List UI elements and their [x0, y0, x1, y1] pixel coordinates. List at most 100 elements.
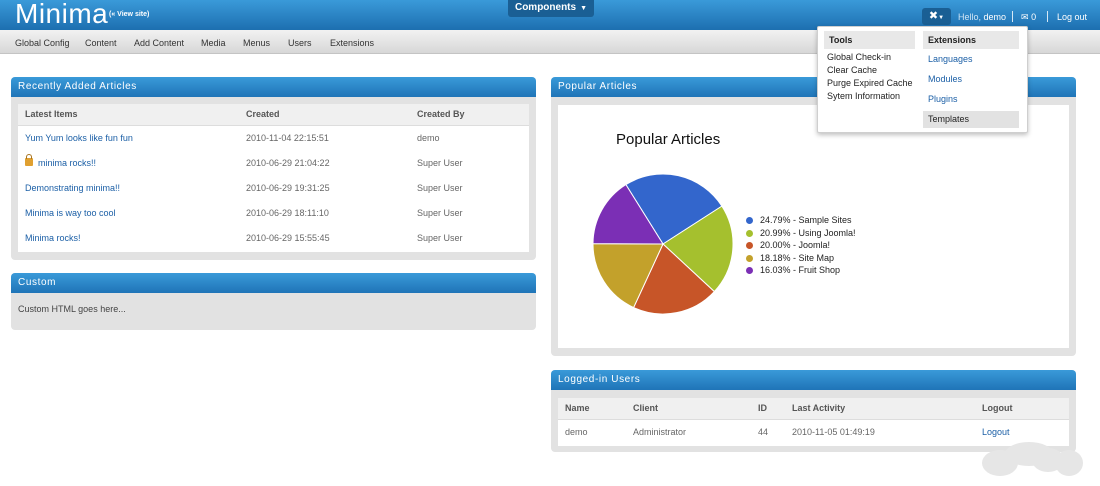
- user-id: 44: [758, 426, 769, 437]
- created-by: Super User: [417, 182, 463, 193]
- table-row: Minima is way too cool 2010-06-29 18:11:…: [18, 200, 529, 225]
- extensions-heading: Extensions: [923, 31, 1019, 49]
- caret-down-icon: ▼: [938, 15, 945, 21]
- top-header: Minima (« View site) Components ▼ ✖▼ Hell…: [0, 0, 1100, 30]
- table-header-row: Name Client ID Last Activity Logout: [558, 398, 1069, 420]
- legend-label: 16.03% - Fruit Shop: [760, 265, 841, 275]
- menu-users[interactable]: Users: [288, 38, 312, 48]
- menu-content[interactable]: Content: [85, 38, 117, 48]
- menu-item-templates[interactable]: Templates: [923, 111, 1019, 128]
- created-date: 2010-06-29 15:55:45: [246, 232, 330, 243]
- legend-label: 18.18% - Site Map: [760, 252, 835, 263]
- chart-title: Popular Articles: [616, 131, 721, 148]
- logo[interactable]: Minima: [15, 0, 109, 29]
- greeting-prefix: Hello,: [958, 12, 982, 22]
- tools-heading: Tools: [824, 31, 915, 49]
- menu-add-content[interactable]: Add Content: [134, 38, 185, 48]
- recent-articles-panel: Recently Added Articles Latest Items Cre…: [11, 77, 536, 260]
- logged-in-users-panel: Logged-in Users Name Client ID Last Acti…: [551, 370, 1076, 452]
- column-header: ID: [751, 398, 785, 420]
- created-by: Super User: [417, 232, 463, 243]
- username[interactable]: demo: [983, 12, 1007, 22]
- legend-label: 20.00% - Joomla!: [760, 240, 831, 250]
- table-row: Minima rocks! 2010-06-29 15:55:45 Super …: [18, 225, 529, 250]
- menu-extensions[interactable]: Extensions: [330, 38, 375, 48]
- article-link[interactable]: Minima rocks!: [25, 232, 81, 243]
- legend-item: 20.00% - Joomla!: [746, 240, 830, 250]
- legend-swatch: [746, 242, 753, 249]
- column-header: Created By: [410, 104, 529, 126]
- last-activity: 2010-11-05 01:49:19: [792, 426, 875, 437]
- components-menu-button[interactable]: Components ▼: [508, 0, 594, 17]
- legend-label: 20.99% - Using Joomla!: [760, 227, 856, 238]
- divider: [1012, 11, 1013, 22]
- table-row: Demonstrating minima!! 2010-06-29 19:31:…: [18, 175, 529, 200]
- menu-item-clear-cache[interactable]: Clear Cache: [827, 65, 878, 75]
- legend-swatch: [746, 254, 753, 262]
- created-by: Super User: [417, 207, 463, 218]
- logged-in-table-wrap: Name Client ID Last Activity Logout demo…: [558, 398, 1069, 446]
- logged-in-table: Name Client ID Last Activity Logout demo…: [558, 398, 1069, 444]
- legend-item: 18.18% - Site Map: [746, 253, 834, 263]
- legend-item: 20.99% - Using Joomla!: [746, 228, 856, 238]
- menu-media[interactable]: Media: [201, 38, 226, 48]
- caret-down-icon: ▼: [580, 5, 588, 12]
- column-header: Last Activity: [785, 398, 975, 420]
- greeting: Hello, demo: [958, 12, 1006, 22]
- menu-item-plugins[interactable]: Plugins: [928, 94, 958, 104]
- legend-swatch: [746, 229, 753, 237]
- menu-menus[interactable]: Menus: [243, 38, 271, 48]
- created-date: 2010-06-29 19:31:25: [246, 182, 330, 193]
- table-row: Yum Yum looks like fun fun 2010-11-04 22…: [18, 125, 529, 150]
- menu-item-system-info[interactable]: Sytem Information: [827, 91, 901, 101]
- article-link[interactable]: Demonstrating minima!!: [25, 182, 121, 193]
- article-cell: minima rocks!!: [18, 150, 239, 175]
- article-link[interactable]: minima rocks!!: [38, 157, 97, 168]
- menu-item-languages[interactable]: Languages: [928, 54, 973, 64]
- legend-item: 16.03% - Fruit Shop: [746, 265, 840, 275]
- menu-item-purge-cache[interactable]: Purge Expired Cache: [827, 78, 913, 88]
- table-row: demo Administrator 44 2010-11-05 01:49:1…: [558, 419, 1069, 444]
- logout-user-link[interactable]: Logout: [982, 426, 1010, 437]
- logout-link[interactable]: Log out: [1057, 12, 1088, 22]
- wrench-icon: ✖: [928, 10, 939, 22]
- table-header-row: Latest Items Created Created By: [18, 104, 529, 126]
- panel-title: Custom: [11, 273, 536, 293]
- legend-swatch: [746, 217, 753, 224]
- legend-label: 24.79% - Sample Sites: [760, 215, 852, 225]
- recent-articles-table: Latest Items Created Created By Yum Yum …: [18, 104, 529, 250]
- messages-link[interactable]: ✉ 0: [1021, 12, 1036, 23]
- menu-global-config[interactable]: Global Config: [15, 38, 70, 48]
- created-date: 2010-11-04 22:15:51: [246, 132, 329, 143]
- column-header: Created: [239, 104, 410, 126]
- user-client: Administrator: [633, 426, 687, 437]
- menu-item-global-checkin[interactable]: Global Check-in: [827, 52, 892, 62]
- column-header: Name: [558, 398, 626, 420]
- divider: [1047, 11, 1048, 22]
- tools-menu-toggle[interactable]: ✖▼: [922, 8, 951, 25]
- created-by: Super User: [417, 157, 463, 168]
- components-label: Components: [514, 2, 577, 13]
- column-header: Client: [626, 398, 751, 420]
- user-name: demo: [565, 426, 588, 437]
- created-date: 2010-06-29 18:11:10: [246, 207, 329, 218]
- message-count: 0: [1031, 12, 1037, 22]
- recent-articles-table-wrap: Latest Items Created Created By Yum Yum …: [18, 104, 529, 252]
- legend-item: 24.79% - Sample Sites: [746, 215, 852, 225]
- column-header: Logout: [975, 398, 1069, 420]
- menu-item-modules[interactable]: Modules: [928, 74, 963, 84]
- created-by: demo: [417, 132, 440, 143]
- article-link[interactable]: Minima is way too cool: [25, 207, 116, 218]
- envelope-icon: ✉: [1021, 12, 1029, 22]
- view-site-link[interactable]: (« View site): [109, 11, 150, 18]
- custom-panel: Custom: [11, 273, 536, 330]
- panel-title: Logged-in Users: [551, 370, 1076, 390]
- lock-icon[interactable]: [25, 154, 33, 167]
- table-row: minima rocks!! 2010-06-29 21:04:22 Super…: [18, 150, 529, 175]
- panel-title: Recently Added Articles: [11, 77, 536, 97]
- legend-swatch: [746, 267, 753, 274]
- custom-html-text: Custom HTML goes here...: [18, 304, 126, 314]
- column-header: Latest Items: [18, 104, 239, 126]
- tools-dropdown-menu: Tools Global Check-in Clear Cache Purge …: [817, 26, 1028, 133]
- article-link[interactable]: Yum Yum looks like fun fun: [25, 132, 133, 143]
